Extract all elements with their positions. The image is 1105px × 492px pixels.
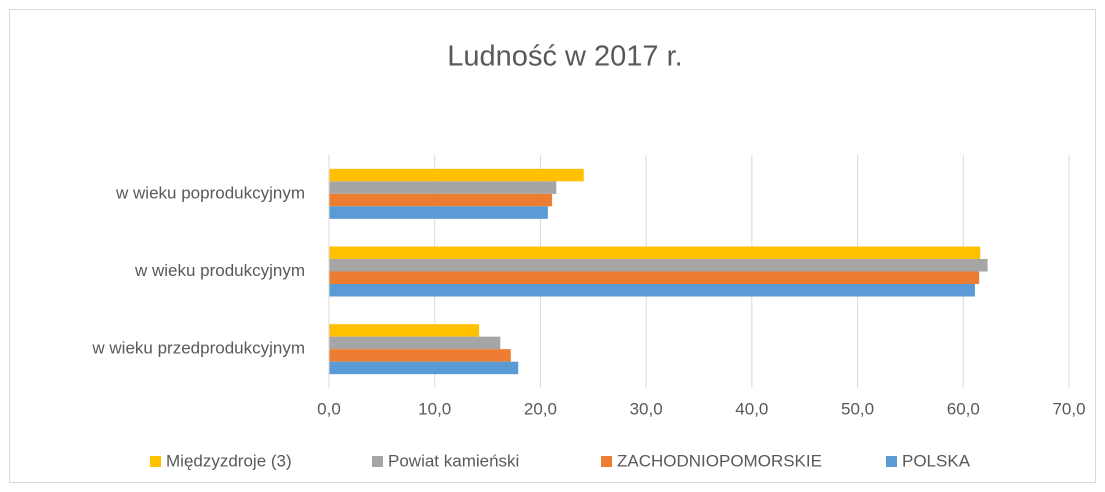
legend-swatch [150, 456, 161, 467]
legend-swatch [372, 456, 383, 467]
y-tick-label: w wieku produkcyjnym [134, 261, 305, 280]
bar [329, 259, 988, 272]
legend-swatch [601, 456, 612, 467]
x-tick-label: 40,0 [735, 399, 768, 418]
bar [329, 349, 511, 362]
bar [329, 284, 975, 297]
chart-title: Ludność w 2017 r. [447, 41, 682, 73]
bar [329, 206, 548, 219]
legend-swatch [886, 456, 897, 467]
chart-border [9, 9, 1096, 483]
legend-label: Międzyzdroje (3) [166, 451, 292, 470]
y-tick-label: w wieku przedprodukcyjnym [91, 339, 305, 358]
x-tick-label: 0,0 [317, 399, 341, 418]
x-tick-label: 60,0 [947, 399, 980, 418]
x-tick-label: 30,0 [630, 399, 663, 418]
legend-label: POLSKA [902, 451, 971, 470]
bar [329, 168, 584, 182]
bar [329, 193, 553, 207]
bar [329, 181, 557, 194]
bar [329, 271, 980, 284]
x-tick-label: 70,0 [1052, 399, 1085, 418]
y-tick-label: w wieku poprodukcyjnym [115, 183, 305, 202]
x-tick-label: 10,0 [418, 399, 451, 418]
bar [329, 336, 501, 350]
bar [329, 324, 480, 337]
x-tick-label: 20,0 [524, 399, 557, 418]
legend-label: ZACHODNIOPOMORSKIE [617, 451, 822, 470]
legend-label: Powiat kamieński [388, 451, 519, 470]
x-tick-label: 50,0 [841, 399, 874, 418]
bar [329, 361, 519, 375]
bar [329, 246, 981, 259]
